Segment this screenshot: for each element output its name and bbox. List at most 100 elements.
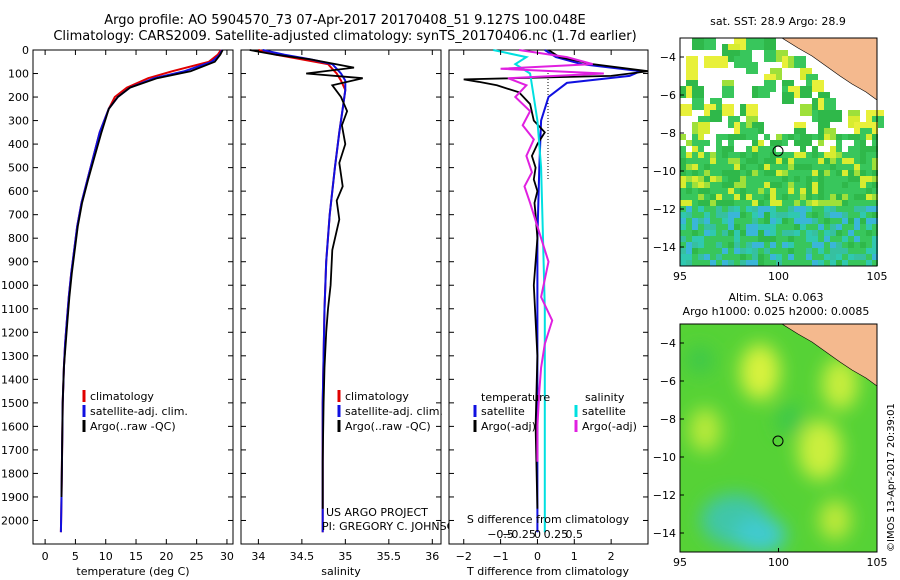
sst-cell <box>866 224 872 230</box>
sst-cell <box>788 194 794 200</box>
y-tick-label: 300 <box>8 115 29 128</box>
sst-cell <box>716 200 722 206</box>
sst-cell <box>686 164 692 170</box>
sst-cell <box>728 176 734 182</box>
sst-cell <box>728 194 734 200</box>
sst-cell <box>764 248 770 254</box>
sst-cell <box>776 248 782 254</box>
sst-cell <box>872 140 878 146</box>
sst-cell <box>692 248 698 254</box>
sst-cell <box>698 254 704 260</box>
y-tick-label: 1000 <box>1 279 29 292</box>
sst-cell <box>686 56 698 68</box>
sst-cell <box>818 194 824 200</box>
sst-cell <box>800 146 806 152</box>
sst-cell <box>818 230 824 236</box>
sst-cell <box>716 140 722 146</box>
y-tick-label: 100 <box>8 68 29 81</box>
sst-cell <box>764 38 776 50</box>
sst-cell <box>806 170 812 176</box>
s-tick-label: −0.25 <box>502 528 536 541</box>
sst-cell <box>692 188 698 194</box>
sst-cell <box>698 224 704 230</box>
sst-cell <box>704 56 716 68</box>
sst-cell <box>716 242 722 248</box>
sst-cell <box>758 236 764 242</box>
sst-cell <box>782 236 788 242</box>
map-y-tick-label: −4 <box>660 51 676 64</box>
sst-cell <box>734 236 740 242</box>
sst-cell <box>770 260 776 266</box>
sst-cell <box>698 164 704 170</box>
sst-cell <box>800 86 812 98</box>
sst-cell <box>830 170 836 176</box>
sst-cell <box>716 230 722 236</box>
sst-cell <box>806 200 812 206</box>
sst-cell <box>758 182 764 188</box>
sst-cell <box>830 236 836 242</box>
sst-cell <box>698 188 704 194</box>
sst-cell <box>752 176 758 182</box>
sst-cell <box>728 242 734 248</box>
sst-cell <box>800 164 806 170</box>
sst-cell <box>746 146 752 152</box>
sst-cell <box>716 248 722 254</box>
sst-cell <box>830 230 836 236</box>
sst-cell <box>758 194 764 200</box>
sst-cell <box>752 188 758 194</box>
sst-cell <box>848 134 854 140</box>
sst-cell <box>722 218 728 224</box>
sst-cell <box>740 134 746 140</box>
sst-cell <box>764 236 770 242</box>
sst-cell <box>698 146 704 152</box>
sst-cell <box>776 182 782 188</box>
sst-cell <box>764 230 770 236</box>
sst-cell <box>734 218 740 224</box>
sst-cell <box>842 260 848 266</box>
sst-cell <box>872 200 878 206</box>
sst-cell <box>836 242 842 248</box>
y-tick-label: 400 <box>8 138 29 151</box>
sst-cell <box>704 206 710 212</box>
sst-cell <box>818 152 824 158</box>
sst-cell <box>806 212 812 218</box>
sst-cell <box>716 56 728 68</box>
sst-cell <box>704 218 710 224</box>
sst-cell <box>740 206 746 212</box>
sst-cell <box>872 194 878 200</box>
sst-cell <box>740 242 746 248</box>
imos-stamp: ©IMOS 13-Apr-2017 20:39:01 <box>886 403 897 552</box>
sst-cell <box>854 158 860 164</box>
sst-cell <box>716 218 722 224</box>
sst-cell <box>866 188 872 194</box>
sst-cell <box>842 236 848 242</box>
sst-cell <box>860 140 866 146</box>
sst-cell <box>710 224 716 230</box>
sst-cell <box>830 176 836 182</box>
sst-cell <box>716 188 722 194</box>
sst-cell <box>758 260 764 266</box>
sst-cell <box>770 158 776 164</box>
sst-cell <box>734 242 740 248</box>
sst-cell <box>788 248 794 254</box>
sst-cell <box>704 212 710 218</box>
sst-cell <box>710 164 716 170</box>
sst-cell <box>872 224 878 230</box>
sst-cell <box>848 224 854 230</box>
sst-cell <box>758 218 764 224</box>
y-tick-label: 800 <box>8 232 29 245</box>
legend-temperature-title: temperature <box>481 391 550 404</box>
sst-cell <box>764 194 770 200</box>
sst-cell <box>704 158 710 164</box>
sst-cell <box>752 212 758 218</box>
sst-cell <box>848 248 854 254</box>
sst-cell <box>824 230 830 236</box>
sst-cell <box>752 248 758 254</box>
sst-cell <box>794 188 800 194</box>
sst-cell <box>746 38 758 50</box>
sst-cell <box>746 230 752 236</box>
sst-cell <box>824 158 830 164</box>
sst-cell <box>860 134 866 140</box>
sst-cell <box>722 248 728 254</box>
sst-cell <box>692 242 698 248</box>
